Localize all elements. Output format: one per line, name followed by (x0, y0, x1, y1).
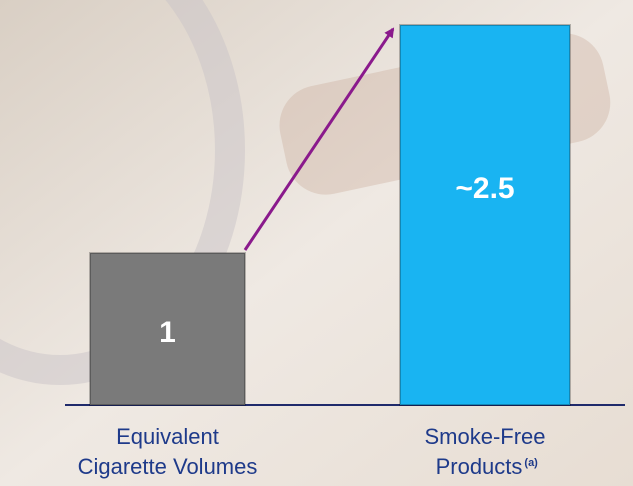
x-tick-label: Smoke-Free (424, 424, 545, 449)
bar (89, 252, 246, 406)
x-tick-label: Cigarette Volumes (78, 454, 258, 479)
x-tick-label: Products (436, 454, 523, 479)
background-plate (0, 0, 245, 385)
growth-arrow (243, 27, 395, 251)
x-tick-label: Equivalent (116, 424, 219, 449)
bar (399, 24, 571, 406)
value-label: ~2.5 (455, 172, 514, 205)
footnote-mark: (a) (524, 457, 538, 469)
value-label: 1 (159, 316, 176, 349)
